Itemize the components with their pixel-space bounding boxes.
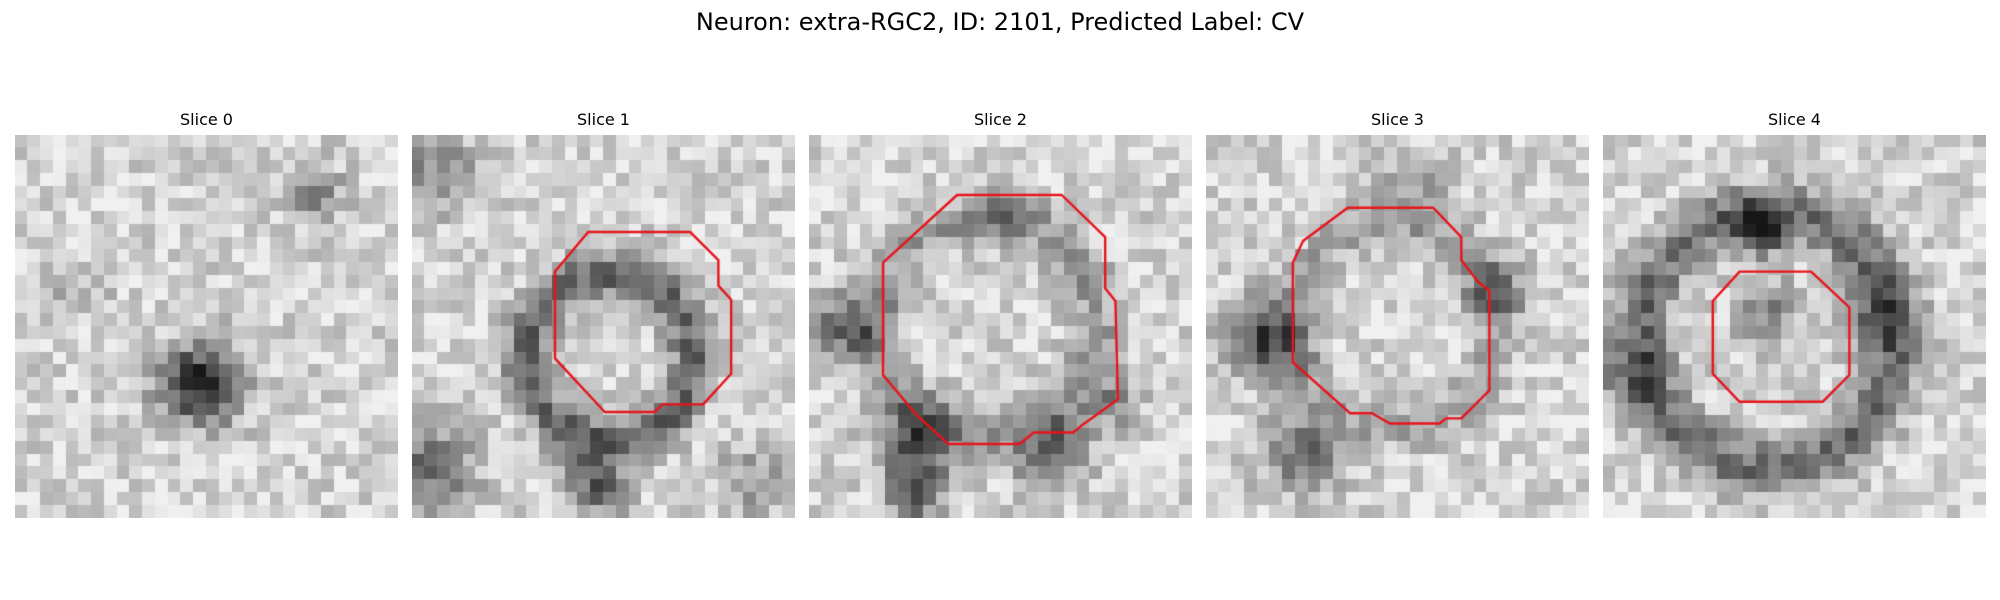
slice-title-3: Slice 3 xyxy=(1371,110,1424,129)
slice-panel-1: Slice 1 xyxy=(412,108,795,518)
figure-title: Neuron: extra-RGC2, ID: 2101, Predicted … xyxy=(695,8,1305,36)
slice-image-4 xyxy=(1603,135,1986,518)
slice-title-0: Slice 0 xyxy=(180,110,233,129)
slice-image-3 xyxy=(1206,135,1589,518)
slice-title-1: Slice 1 xyxy=(577,110,630,129)
slice-panel-4: Slice 4 xyxy=(1603,108,1986,518)
slice-image-1 xyxy=(412,135,795,518)
slice-image-0 xyxy=(15,135,398,518)
slice-title-2: Slice 2 xyxy=(974,110,1027,129)
slice-panel-3: Slice 3 xyxy=(1206,108,1589,518)
slice-title-4: Slice 4 xyxy=(1768,110,1821,129)
slice-image-2 xyxy=(809,135,1192,518)
slice-panel-0: Slice 0 xyxy=(15,108,398,518)
slice-panel-2: Slice 2 xyxy=(809,108,1192,518)
